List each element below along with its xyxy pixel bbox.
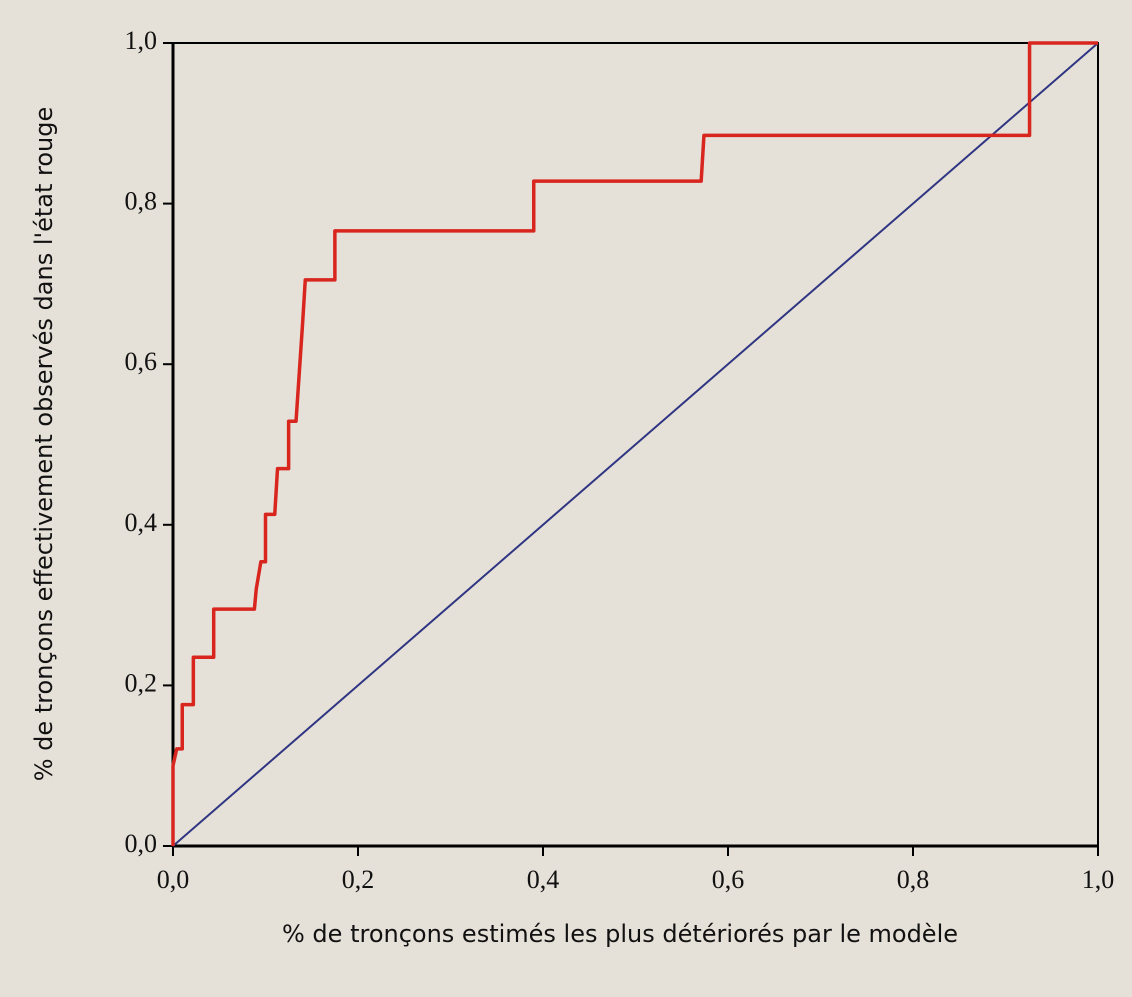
x-tick-label: 1,0 [1082, 865, 1115, 894]
y-tick-label: 0,8 [125, 187, 158, 216]
x-axis-title: % de tronçons estimés les plus détérioré… [282, 920, 958, 948]
x-tick-label: 0,0 [157, 865, 190, 894]
line [172, 42, 1099, 847]
y-tick-label: 0,4 [125, 508, 158, 537]
x-tick-label: 0,6 [712, 865, 745, 894]
y-tick-label: 0,6 [125, 347, 158, 376]
y-axis-title: % de tronçons effectivement observés dan… [30, 107, 58, 782]
y-tick-label: 0,0 [125, 829, 158, 858]
y-tick-label: 0,2 [125, 668, 158, 697]
x-tick-label: 0,4 [527, 865, 560, 894]
x-tick-label: 0,2 [342, 865, 375, 894]
x-tick-label: 0,8 [897, 865, 930, 894]
y-tick-label: 1,0 [125, 26, 158, 55]
line [171, 41, 1098, 846]
